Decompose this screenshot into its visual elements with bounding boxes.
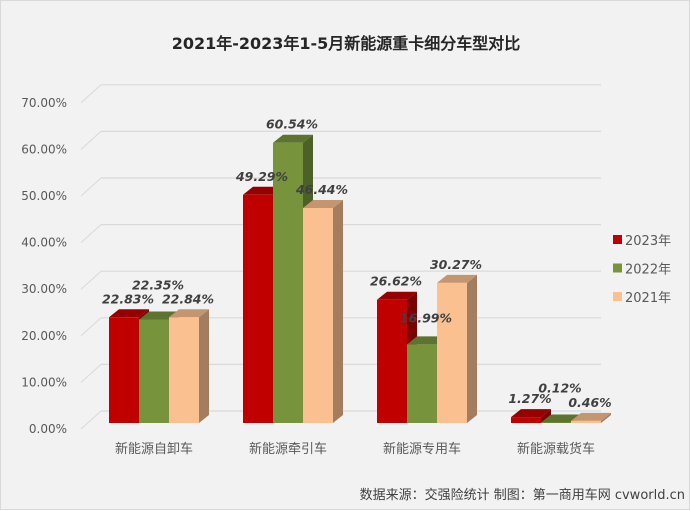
bar-top	[109, 309, 149, 318]
data-label: 49.29%	[235, 169, 288, 184]
bar-top	[541, 414, 581, 423]
bar-top	[273, 134, 313, 143]
legend-swatch	[613, 235, 622, 244]
bar	[169, 317, 199, 423]
bar-side	[601, 412, 611, 423]
gridline-diagonal	[80, 177, 102, 197]
bar	[511, 417, 541, 423]
y-tick-label: 0.00%	[29, 422, 67, 436]
legend-swatch	[613, 263, 622, 273]
gridline-diagonal	[80, 410, 102, 430]
bar-side	[333, 199, 343, 423]
gridline-diagonal	[80, 364, 102, 383]
bar	[571, 420, 601, 423]
y-tick-label: 70.00%	[21, 96, 67, 110]
y-tick-label: 40.00%	[21, 236, 67, 250]
legend-swatch	[613, 292, 622, 301]
bar-side	[199, 309, 209, 423]
bar-top	[377, 291, 417, 300]
bar-top	[303, 199, 343, 208]
gridline-diagonal	[80, 317, 102, 337]
data-label: 22.35%	[132, 278, 184, 293]
bar-top	[511, 409, 551, 418]
bar	[109, 317, 139, 423]
x-tick-label: 新能源专用车	[383, 441, 461, 457]
legend-label: 2021年	[625, 291, 671, 306]
legend-label: 2022年	[625, 263, 671, 278]
y-tick-label: 30.00%	[21, 282, 67, 296]
bar-side	[467, 274, 477, 423]
bar-top	[437, 274, 477, 283]
data-label: 0.12%	[538, 380, 581, 395]
data-label: 22.84%	[162, 291, 214, 306]
bar	[139, 319, 169, 423]
bar-side	[541, 409, 551, 423]
gridline-diagonal	[80, 84, 102, 104]
bar-top	[169, 309, 209, 318]
data-label: 1.27%	[508, 391, 551, 406]
data-label: 26.62%	[370, 274, 422, 289]
data-label: 0.46%	[568, 395, 611, 410]
footer-source: 数据来源：交强险统计 制图：第一商用车网 cvworld.cn	[360, 487, 685, 503]
y-tick-label: 10.00%	[21, 375, 67, 389]
bar	[407, 344, 437, 423]
data-label: 30.27%	[430, 257, 482, 272]
bar	[273, 142, 303, 423]
y-tick-label: 20.00%	[21, 329, 67, 343]
x-tick-label: 新能源自卸车	[115, 441, 193, 457]
gridline-diagonal	[80, 270, 102, 290]
bar-top	[571, 412, 611, 421]
legend-label: 2023年	[625, 234, 671, 249]
bar	[377, 299, 407, 423]
y-tick-label: 50.00%	[21, 189, 67, 203]
bar	[437, 282, 467, 423]
data-label: 46.44%	[295, 182, 348, 197]
bar	[303, 207, 333, 423]
data-label: 16.99%	[400, 310, 452, 325]
x-tick-label: 新能源载货车	[517, 441, 595, 457]
data-label: 22.83%	[102, 291, 154, 306]
chart-title: 2021年-2023年1-5月新能源重卡细分车型对比	[172, 34, 521, 53]
x-tick-label: 新能源牵引车	[249, 441, 327, 457]
gridline-diagonal	[80, 224, 102, 243]
data-label: 60.54%	[266, 117, 318, 132]
bar	[243, 194, 273, 423]
bar	[541, 422, 571, 423]
y-tick-label: 60.00%	[21, 142, 67, 156]
gridline-diagonal	[80, 131, 102, 150]
